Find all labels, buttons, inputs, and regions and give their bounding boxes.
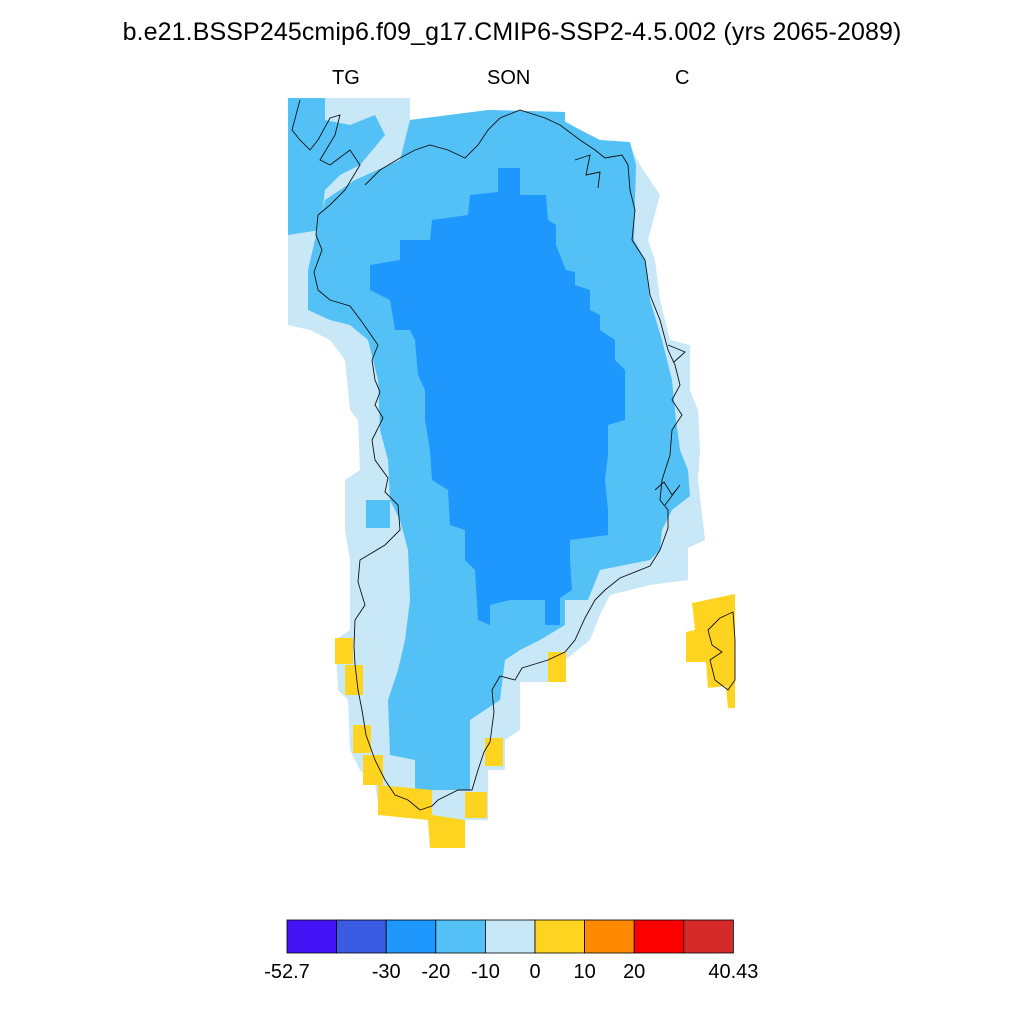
colorbar-swatch	[633, 919, 685, 954]
yellow-cell	[335, 638, 353, 664]
colorbar-tick-label: -20	[421, 961, 451, 983]
yellow-cell	[353, 725, 371, 753]
yellow-cell	[465, 792, 487, 818]
coast-fjord-a	[574, 154, 601, 189]
season-label: SON	[487, 67, 531, 89]
yellow-cell	[485, 738, 503, 766]
band-neg20-to-neg10	[370, 168, 625, 625]
greenland-coast	[291, 99, 683, 811]
yellow-south-tip	[378, 785, 465, 848]
coast-fjord-b	[654, 481, 681, 506]
colorbar-swatch	[286, 919, 337, 954]
colorbar-tick-label: -52.7	[264, 961, 310, 983]
plot-title: b.e21.BSSP245cmip6.f09_g17.CMIP6-SSP2-4.…	[122, 18, 902, 46]
colorbar-swatch	[484, 919, 536, 954]
colorbar	[286, 919, 734, 954]
variable-label: TG	[332, 67, 360, 89]
coast-fjord-c	[667, 344, 686, 363]
iceland-coast	[707, 611, 736, 691]
coastline	[291, 99, 736, 811]
colorbar-swatch	[584, 919, 635, 954]
yellow-cell	[345, 665, 363, 695]
colorbar-swatch	[336, 919, 387, 954]
mid-band-northwest	[288, 98, 385, 235]
yellow-iceland	[686, 594, 735, 708]
colorbar-tick-label: 0	[529, 961, 541, 983]
units-label: C	[675, 67, 690, 89]
yellow-cell	[363, 755, 383, 785]
colorbar-tick-label: 40.43	[708, 961, 759, 983]
yellow-cell	[548, 652, 566, 682]
colorbar-tick-label: 10	[573, 961, 596, 983]
colorbar-tick-label: -10	[470, 961, 500, 983]
colorbar-swatch	[534, 919, 585, 954]
mid-band-inlet	[366, 500, 390, 528]
band-10-to-20	[335, 594, 735, 848]
colorbar-tick-label: -30	[371, 961, 401, 983]
colorbar-swatch	[683, 919, 734, 954]
colorbar-swatch	[435, 919, 486, 954]
colorbar-tick-label: 20	[623, 961, 646, 983]
colorbar-swatch	[385, 919, 437, 954]
core-ice-sheet	[370, 168, 625, 625]
